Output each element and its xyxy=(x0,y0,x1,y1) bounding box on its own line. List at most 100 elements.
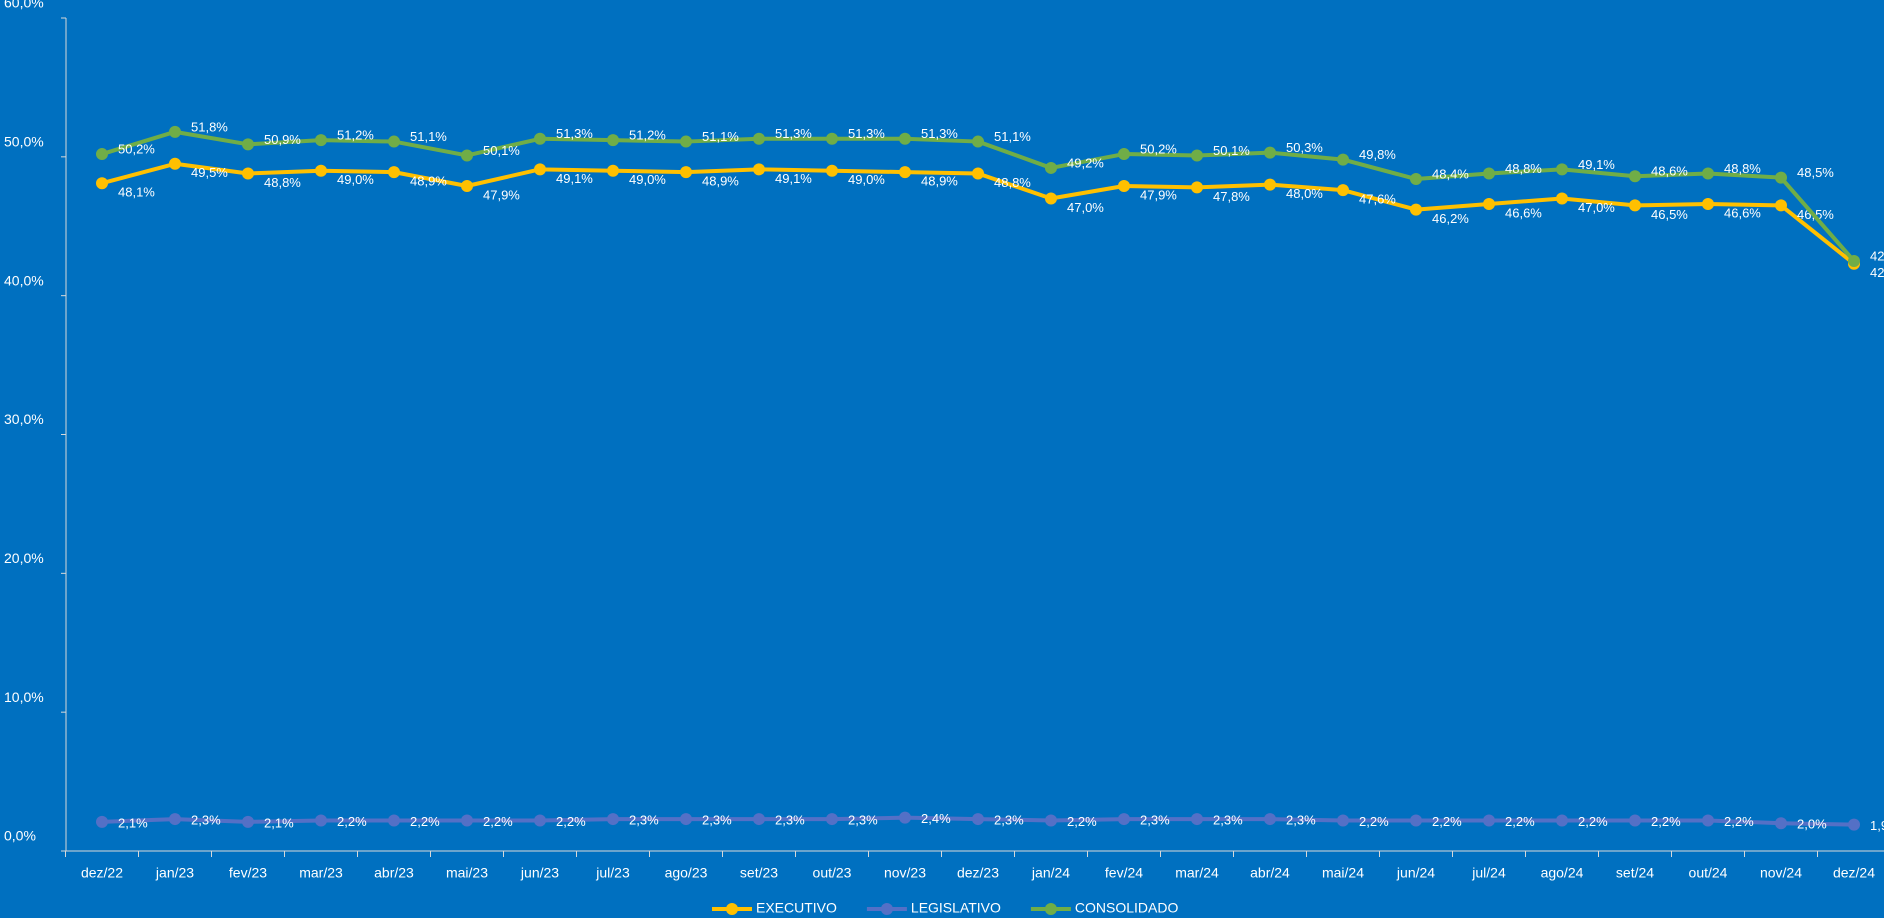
data-label: 2,3% xyxy=(775,813,805,828)
x-tick-label: nov/23 xyxy=(884,865,926,881)
point xyxy=(753,813,765,826)
data-label: 48,4% xyxy=(1432,166,1469,181)
point xyxy=(315,164,327,177)
series-line xyxy=(101,129,1856,263)
point xyxy=(753,132,765,145)
point xyxy=(826,132,838,145)
data-label: 47,0% xyxy=(1067,200,1104,215)
data-label: 47,0% xyxy=(1578,200,1615,215)
point xyxy=(680,166,692,179)
data-label: 51,2% xyxy=(629,128,666,143)
data-label: 48,8% xyxy=(264,175,301,190)
data-label: 47,8% xyxy=(1213,189,1250,204)
point xyxy=(1264,813,1276,826)
point xyxy=(753,163,765,176)
point xyxy=(1118,179,1130,192)
legend-marker xyxy=(726,903,738,915)
x-tick-label: jun/23 xyxy=(520,865,559,881)
point xyxy=(1848,254,1860,267)
point xyxy=(388,814,400,827)
data-label: 2,2% xyxy=(1724,814,1754,829)
x-tick-label: jan/23 xyxy=(155,865,194,881)
data-label: 2,3% xyxy=(191,813,221,828)
point xyxy=(461,179,473,192)
point xyxy=(826,813,838,826)
data-label: 48,8% xyxy=(1505,161,1542,176)
data-label: 46,2% xyxy=(1432,211,1469,226)
x-tick-label: set/24 xyxy=(1616,865,1654,881)
x-tick-label: out/23 xyxy=(813,865,852,881)
point xyxy=(1410,203,1422,216)
point xyxy=(1775,199,1787,212)
data-label: 2,2% xyxy=(1359,814,1389,829)
data-label: 49,2% xyxy=(1067,155,1104,170)
point xyxy=(607,164,619,177)
data-label: 51,3% xyxy=(848,126,885,141)
point xyxy=(388,135,400,148)
point xyxy=(461,149,473,162)
point xyxy=(1337,153,1349,166)
x-tick-label: jul/23 xyxy=(595,865,630,881)
data-label: 48,5% xyxy=(1797,165,1834,180)
point xyxy=(169,813,181,826)
data-label: 49,0% xyxy=(629,172,666,187)
data-label: 2,2% xyxy=(1505,814,1535,829)
x-tick-label: mar/23 xyxy=(299,865,343,881)
data-label: 2,2% xyxy=(1432,814,1462,829)
point xyxy=(1118,813,1130,826)
point xyxy=(972,813,984,826)
data-label: 51,1% xyxy=(410,129,447,144)
point xyxy=(1702,814,1714,827)
point xyxy=(1410,173,1422,186)
data-label: 50,1% xyxy=(483,143,520,158)
point xyxy=(680,813,692,826)
data-label: 42,5% xyxy=(1870,248,1884,263)
data-label: 48,8% xyxy=(1724,161,1761,176)
x-tick-label: fev/23 xyxy=(229,865,267,881)
data-label: 2,2% xyxy=(1651,814,1681,829)
x-tick-label: jan/24 xyxy=(1031,865,1070,881)
x-tick-label: dez/23 xyxy=(957,865,999,881)
data-label: 2,3% xyxy=(1213,813,1243,828)
x-tick-label: fev/24 xyxy=(1105,865,1143,881)
data-label: 51,3% xyxy=(556,126,593,141)
point xyxy=(899,811,911,824)
point xyxy=(242,138,254,151)
point xyxy=(1264,178,1276,191)
point xyxy=(1045,161,1057,174)
point xyxy=(1191,813,1203,826)
data-label: 51,3% xyxy=(921,126,958,141)
x-tick-label: dez/22 xyxy=(81,865,123,881)
data-label: 48,6% xyxy=(1651,164,1688,179)
data-label: 1,9% xyxy=(1870,818,1884,833)
point xyxy=(1629,170,1641,183)
point xyxy=(242,167,254,180)
point xyxy=(534,163,546,176)
data-label: 50,1% xyxy=(1213,143,1250,158)
x-tick-label: mai/24 xyxy=(1322,865,1364,881)
point xyxy=(1556,163,1568,176)
point xyxy=(1483,814,1495,827)
data-label: 2,1% xyxy=(118,815,148,830)
data-label: 2,2% xyxy=(483,814,513,829)
point xyxy=(899,166,911,179)
data-label: 2,2% xyxy=(337,814,367,829)
point xyxy=(1264,146,1276,159)
data-label: 49,5% xyxy=(191,165,228,180)
data-label: 2,3% xyxy=(629,813,659,828)
data-label: 48,1% xyxy=(118,185,155,200)
data-label: 2,4% xyxy=(921,811,951,826)
point xyxy=(534,814,546,827)
point xyxy=(972,135,984,148)
data-label: 49,1% xyxy=(1578,157,1615,172)
data-label: 50,3% xyxy=(1286,140,1323,155)
point xyxy=(388,166,400,179)
x-tick-label: mai/23 xyxy=(446,865,488,881)
point xyxy=(1191,181,1203,194)
point xyxy=(1045,814,1057,827)
point xyxy=(1629,814,1641,827)
data-label: 51,8% xyxy=(191,119,228,134)
legend-marker xyxy=(880,903,893,915)
